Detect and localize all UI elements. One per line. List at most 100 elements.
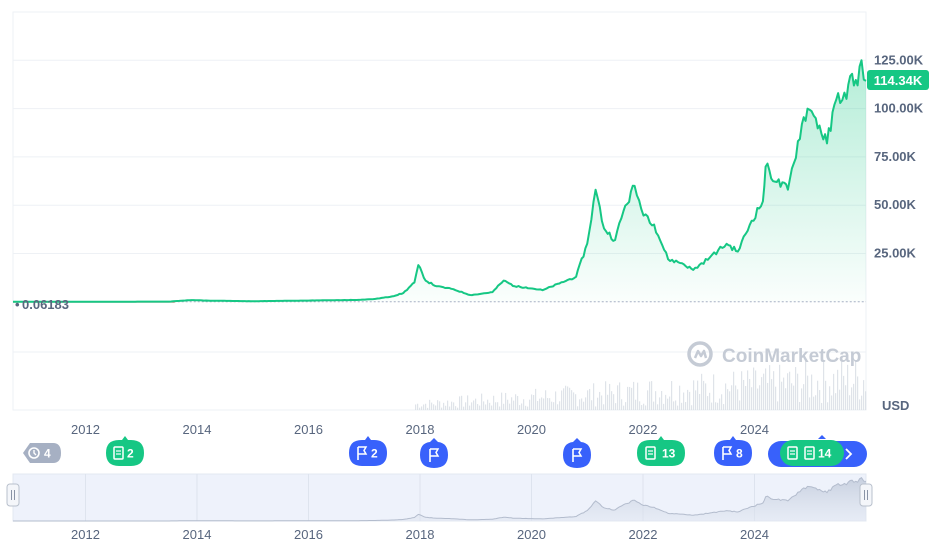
volume-bar — [643, 403, 645, 410]
navigator-right-handle[interactable] — [859, 483, 873, 507]
volume-bar — [579, 399, 581, 410]
event-markers[interactable]: 4 2 2 — [23, 435, 867, 468]
volume-bar — [469, 405, 471, 410]
volume-bar — [603, 404, 605, 410]
volume-bar — [833, 373, 835, 410]
volume-bar — [519, 405, 521, 410]
volume-bar — [555, 391, 557, 410]
event-marker-news[interactable]: 14 — [780, 440, 844, 466]
marker-count: 2 — [127, 447, 134, 461]
volume-bar — [597, 397, 599, 410]
volume-bar — [819, 390, 821, 410]
volume-bar — [613, 394, 615, 410]
grid-lines — [13, 59, 866, 353]
volume-bar — [433, 404, 435, 410]
event-marker-history[interactable]: 4 — [23, 443, 61, 463]
volume-bar — [587, 390, 589, 410]
volume-bar — [589, 388, 591, 410]
volume-bar — [487, 399, 489, 410]
coinmarketcap-logo-icon — [687, 341, 713, 367]
navigator-line — [13, 477, 867, 522]
volume-bar — [435, 405, 437, 410]
event-marker-flag[interactable] — [420, 438, 448, 468]
volume-bar — [537, 400, 539, 410]
volume-bar — [671, 381, 673, 410]
navigator-tick-label: 2020 — [517, 527, 546, 542]
x-tick-label: 2018 — [406, 422, 435, 437]
volume-bar — [509, 403, 511, 410]
volume-bar — [721, 394, 723, 410]
volume-bar — [759, 385, 761, 410]
x-tick-label: 2016 — [294, 422, 323, 437]
volume-bar — [619, 382, 621, 410]
volume-bar — [803, 384, 805, 410]
volume-bar — [577, 406, 579, 410]
volume-bar — [837, 369, 839, 410]
volume-bar — [511, 397, 513, 410]
volume-bar — [649, 381, 651, 410]
volume-bar — [459, 396, 461, 410]
volume-bar — [821, 402, 823, 410]
marker-count: 13 — [662, 447, 676, 461]
volume-bar — [739, 400, 741, 410]
navigator-left-handle[interactable] — [6, 483, 20, 507]
event-marker-flag[interactable]: 2 — [349, 436, 387, 466]
volume-bar — [765, 368, 767, 410]
volume-bar — [705, 383, 707, 410]
volume-bar — [429, 399, 431, 410]
volume-bar — [573, 392, 575, 410]
volume-bar — [761, 377, 763, 410]
event-marker-cluster[interactable]: 14 — [768, 435, 867, 467]
event-marker-news[interactable]: 13 — [637, 436, 685, 466]
event-marker-flag[interactable]: 8 — [714, 436, 752, 466]
volume-bar — [777, 401, 779, 410]
volume-bar — [453, 402, 455, 410]
volume-bar — [843, 375, 845, 410]
volume-bar — [483, 401, 485, 410]
volume-bar — [755, 370, 757, 410]
y-axis: 125.00K 100.00K 75.00K 50.00K 25.00K — [874, 52, 924, 260]
volume-bar — [465, 402, 467, 410]
volume-bar — [669, 396, 671, 410]
navigator-x-axis: 2012 2014 2016 2018 2020 2022 2024 — [71, 527, 769, 542]
volume-bar — [625, 402, 627, 410]
volume-bar — [627, 386, 629, 410]
news-icon — [787, 446, 798, 460]
volume-bar — [527, 406, 529, 410]
volume-bar — [457, 407, 459, 410]
volume-bar — [835, 393, 837, 410]
volume-bar — [479, 405, 481, 410]
current-price-tag: 114.34K — [867, 70, 929, 90]
volume-bar — [787, 373, 789, 410]
volume-bar — [663, 403, 665, 410]
chevron-right-icon[interactable] — [845, 448, 853, 460]
volume-bar — [541, 397, 543, 410]
watermark-text: CoinMarketCap — [722, 346, 861, 367]
volume-bar — [449, 406, 451, 410]
volume-bar — [679, 385, 681, 410]
volume-bar — [789, 371, 791, 410]
navigator-tick-label: 2018 — [406, 527, 435, 542]
y-tick-label: 75.00K — [874, 149, 917, 164]
volume-bar — [697, 380, 699, 410]
flag-icon — [357, 446, 368, 460]
volume-bar — [779, 364, 781, 410]
volume-bar — [485, 404, 487, 410]
volume-bar — [599, 391, 601, 410]
volume-bar — [501, 392, 503, 410]
flag-icon — [722, 446, 733, 460]
volume-bar — [785, 388, 787, 410]
event-marker-flag[interactable] — [563, 438, 591, 468]
volume-bar — [615, 403, 617, 410]
volume-bar — [473, 400, 475, 410]
event-marker-news[interactable]: 2 — [106, 436, 144, 466]
volume-bar — [491, 405, 493, 410]
volume-bar — [653, 401, 655, 410]
range-navigator[interactable]: 2012 2014 2016 2018 2020 2022 2024 — [6, 473, 873, 542]
x-tick-label: 2020 — [517, 422, 546, 437]
volume-bar — [857, 376, 859, 410]
volume-bar — [811, 374, 813, 410]
flag-icon — [429, 448, 440, 462]
volume-bar — [735, 385, 737, 410]
